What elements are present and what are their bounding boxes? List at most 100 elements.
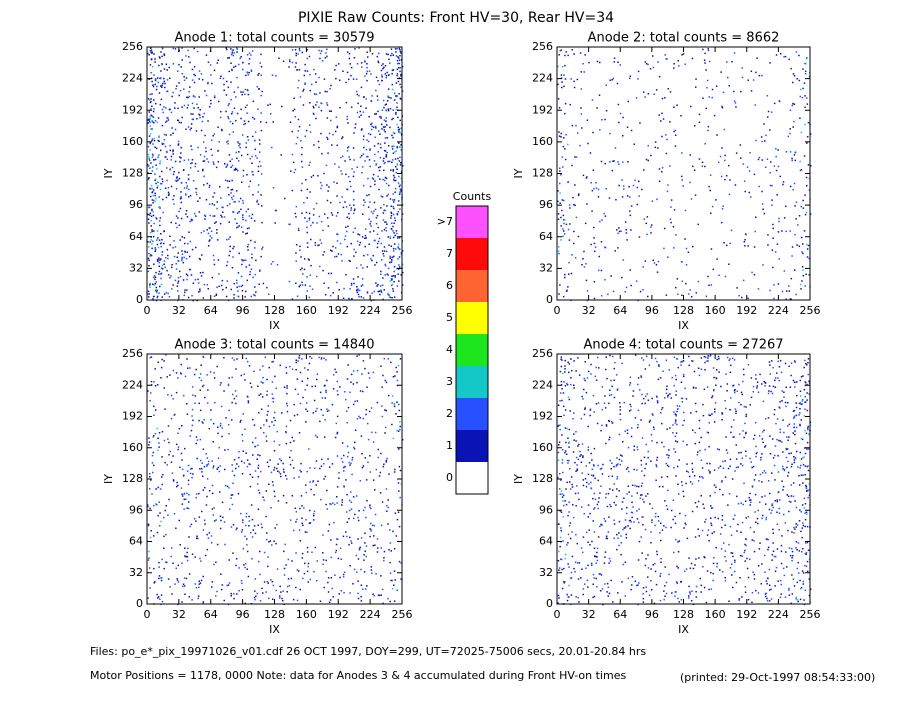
y-tick-label: 224: [532, 378, 553, 391]
x-tick-label: 192: [328, 608, 349, 621]
y-axis-label: IY: [512, 474, 525, 484]
colorbar-swatch: [456, 206, 488, 238]
plot-frame: [146, 353, 403, 605]
panel-title: Anode 3: total counts = 14840: [174, 338, 374, 353]
y-tick-label: 0: [136, 597, 143, 610]
colorbar-frame: [455, 205, 489, 495]
panel-title: Anode 4: total counts = 27267: [583, 338, 783, 353]
x-tick-label: 32: [172, 304, 186, 317]
y-tick-label: 128: [122, 167, 143, 180]
x-tick-label: 128: [264, 608, 285, 621]
x-tick-label: 96: [236, 608, 250, 621]
x-tick-label: 0: [144, 608, 151, 621]
y-tick-label: 0: [546, 293, 553, 306]
y-axis-label: IY: [102, 168, 115, 178]
x-axis-label: IX: [678, 623, 689, 636]
x-tick-label: 192: [328, 304, 349, 317]
y-tick-label: 192: [122, 103, 143, 116]
y-tick-label: 96: [129, 503, 143, 516]
y-tick-label: 256: [532, 347, 553, 360]
colorbar-swatch: [456, 366, 488, 398]
x-tick-label: 64: [204, 304, 218, 317]
y-tick-label: 96: [539, 503, 553, 516]
plot-frame: [146, 46, 403, 301]
y-tick-label: 64: [539, 230, 553, 243]
y-axis-label: IY: [512, 168, 525, 178]
x-tick-label: 256: [392, 304, 413, 317]
x-axis-label: IX: [269, 319, 280, 332]
count-texture: [147, 47, 404, 302]
colorbar-title: Counts: [453, 190, 492, 203]
colorbar-label: >7: [437, 215, 453, 228]
y-tick-label: 0: [546, 597, 553, 610]
x-tick-label: 64: [204, 608, 218, 621]
y-tick-label: 0: [136, 293, 143, 306]
count-texture: [558, 49, 811, 302]
colorbar-label: 7: [446, 247, 453, 260]
x-tick-label: 0: [554, 608, 561, 621]
count-texture: [557, 48, 812, 301]
y-tick-label: 64: [539, 535, 553, 548]
x-axis-label: IX: [678, 319, 689, 332]
colorbar-swatch: [456, 238, 488, 270]
x-tick-label: 256: [800, 304, 821, 317]
y-tick-label: 96: [129, 198, 143, 211]
y-tick-label: 128: [122, 472, 143, 485]
y-tick-label: 224: [122, 378, 143, 391]
y-tick-label: 64: [129, 535, 143, 548]
y-tick-label: 256: [122, 40, 143, 53]
count-texture: [557, 355, 811, 606]
y-tick-label: 160: [122, 135, 143, 148]
y-tick-label: 128: [532, 472, 553, 485]
count-texture: [557, 354, 812, 606]
y-tick-label: 192: [532, 103, 553, 116]
y-tick-label: 160: [532, 135, 553, 148]
y-tick-label: 128: [532, 167, 553, 180]
x-tick-label: 192: [736, 608, 757, 621]
y-tick-label: 32: [129, 261, 143, 274]
figure-title: PIXIE Raw Counts: Front HV=30, Rear HV=3…: [298, 10, 614, 26]
colorbar-swatch: [456, 334, 488, 366]
x-tick-label: 0: [554, 304, 561, 317]
panel-title: Anode 1: total counts = 30579: [174, 31, 374, 46]
x-tick-label: 128: [264, 304, 285, 317]
y-tick-label: 256: [532, 40, 553, 53]
y-tick-label: 160: [122, 441, 143, 454]
x-axis-label: IX: [269, 623, 280, 636]
y-tick-label: 224: [532, 72, 553, 85]
y-tick-label: 32: [129, 566, 143, 579]
x-tick-label: 128: [673, 304, 694, 317]
colorbar-label: 6: [446, 279, 453, 292]
x-tick-label: 32: [582, 608, 596, 621]
x-tick-label: 192: [736, 304, 757, 317]
footer-motor: Motor Positions = 1178, 0000 Note: data …: [90, 669, 626, 682]
colorbar-swatch: [456, 462, 488, 494]
colorbar-swatch: [456, 270, 488, 302]
footer-files: Files: po_e*_pix_19971026_v01.cdf 26 OCT…: [90, 645, 646, 658]
y-tick-label: 160: [532, 441, 553, 454]
count-texture: [148, 364, 403, 590]
x-tick-label: 32: [582, 304, 596, 317]
colorbar-swatch: [456, 398, 488, 430]
x-tick-label: 96: [236, 304, 250, 317]
x-tick-label: 224: [360, 304, 381, 317]
count-texture: [147, 355, 404, 605]
panel-title: Anode 2: total counts = 8662: [588, 31, 780, 46]
colorbar-label: 5: [446, 311, 453, 324]
y-tick-label: 32: [539, 566, 553, 579]
x-tick-label: 224: [360, 608, 381, 621]
colorbar-label: 3: [446, 375, 453, 388]
x-tick-label: 96: [645, 608, 659, 621]
colorbar-swatch: [456, 302, 488, 334]
colorbar-label: 2: [446, 407, 453, 420]
x-tick-label: 64: [613, 304, 627, 317]
x-tick-label: 64: [613, 608, 627, 621]
x-tick-label: 96: [645, 304, 659, 317]
count-texture: [147, 66, 404, 297]
x-tick-label: 160: [296, 304, 317, 317]
x-tick-label: 224: [768, 608, 789, 621]
y-tick-label: 64: [129, 230, 143, 243]
y-tick-label: 224: [122, 72, 143, 85]
count-texture: [147, 47, 404, 302]
